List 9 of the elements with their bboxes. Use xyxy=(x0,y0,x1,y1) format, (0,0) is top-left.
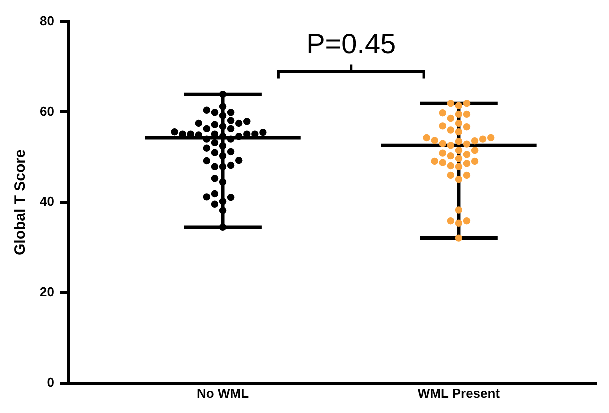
y-axis-title: Global T Score xyxy=(12,150,30,256)
y-tick-label: 60 xyxy=(40,104,54,119)
y-tick-label: 40 xyxy=(40,194,54,210)
y-tick-label: 0 xyxy=(47,374,54,390)
y-tick-label: 20 xyxy=(40,284,54,300)
x-tick-label: No WML xyxy=(197,386,250,401)
x-tick-label: WML Present xyxy=(418,386,501,401)
annotation: P=0.45 xyxy=(306,28,396,60)
y-tick-label: 80 xyxy=(40,13,54,28)
